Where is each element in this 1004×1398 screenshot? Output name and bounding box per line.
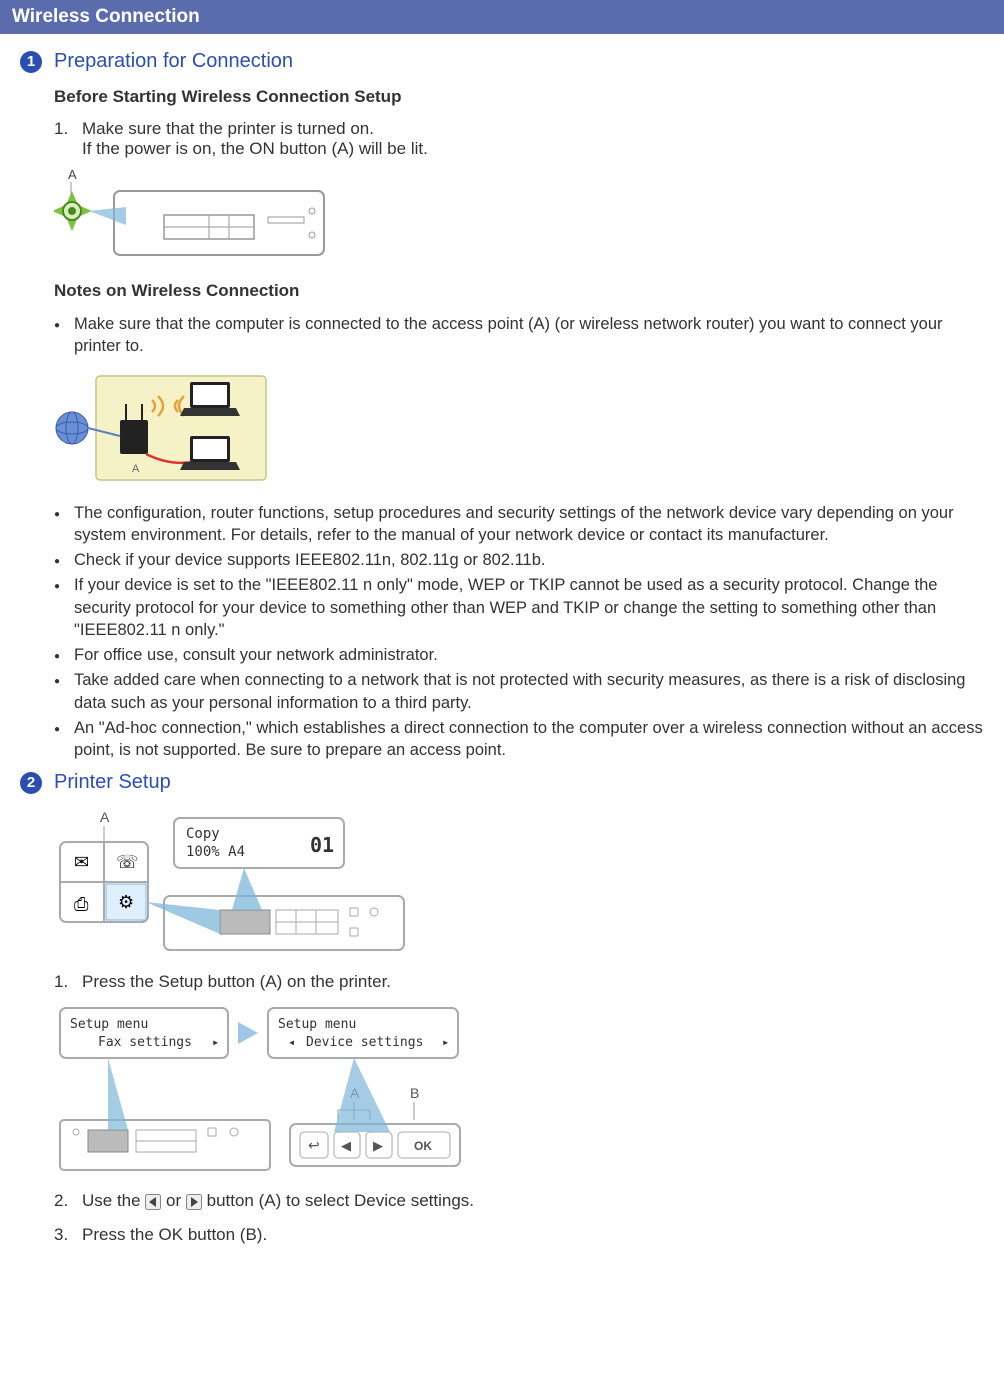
svg-text:▶: ▶ [373, 1138, 383, 1153]
svg-text:Copy: Copy [186, 826, 220, 842]
menu-nav-icon: Setup menu Fax settings ▸ Setup menu ◂ D… [54, 1002, 484, 1177]
setup-button-icon: A ✉ ☏ ⎙ ⚙ Copy 100% A4 01 [54, 808, 414, 958]
bullet-text: An "Ad-hoc connection," which establishe… [74, 717, 984, 762]
svg-text:◀: ◀ [341, 1138, 351, 1153]
step-number: 1. [54, 119, 82, 159]
right-arrow-icon [186, 1194, 202, 1210]
printer-on-icon: A [54, 167, 334, 267]
ordered-list-1: 1. Make sure that the printer is turned … [54, 119, 984, 159]
svg-text:01: 01 [310, 833, 334, 857]
access-point-icon: A [54, 368, 274, 488]
step-text: Use the [82, 1191, 145, 1210]
ordered-list-2b: 2. Use the or button (A) to select Devic… [54, 1191, 984, 1211]
step-text: If the power is on, the ON button (A) wi… [82, 139, 428, 158]
list-item: ●The configuration, router functions, se… [54, 502, 984, 547]
badge-2: 2 [20, 772, 42, 794]
svg-text:▸: ▸ [442, 1035, 449, 1049]
bullet-text: For office use, consult your network adm… [74, 644, 984, 666]
figure-setup-button: A ✉ ☏ ⎙ ⚙ Copy 100% A4 01 [54, 808, 984, 958]
figure-access-point: A [54, 368, 984, 488]
section-2-header: 2 Printer Setup [20, 771, 984, 794]
bullet-list-1: ● Make sure that the computer is connect… [54, 313, 984, 358]
svg-text:100% A4: 100% A4 [186, 844, 245, 860]
svg-text:Device settings: Device settings [306, 1035, 423, 1050]
sub-heading-before-start: Before Starting Wireless Connection Setu… [54, 87, 984, 107]
svg-text:▸: ▸ [212, 1035, 219, 1049]
sub-heading-notes: Notes on Wireless Connection [54, 281, 984, 301]
bullet-text: If your device is set to the "IEEE802.11… [74, 574, 984, 641]
list-item: ●For office use, consult your network ad… [54, 644, 984, 666]
section-2-body: A ✉ ☏ ⎙ ⚙ Copy 100% A4 01 [54, 808, 984, 1245]
list-item: ● Make sure that the computer is connect… [54, 313, 984, 358]
left-arrow-icon [145, 1194, 161, 1210]
step-number: 3. [54, 1225, 82, 1245]
step-text: or [166, 1191, 186, 1210]
list-item: 3. Press the OK button (B). [54, 1225, 984, 1245]
badge-1: 1 [20, 51, 42, 73]
title-bar: Wireless Connection [0, 0, 1004, 34]
bullet-icon: ● [54, 313, 74, 358]
content-area: 1 Preparation for Connection Before Star… [0, 34, 1004, 1271]
step-body: Use the or button (A) to select Device s… [82, 1191, 984, 1211]
bullet-icon: ● [54, 502, 74, 547]
bullet-icon: ● [54, 669, 74, 714]
svg-text:◂: ◂ [288, 1035, 295, 1049]
bullet-text: Check if your device supports IEEE802.11… [74, 549, 984, 571]
bullet-text: Make sure that the computer is connected… [74, 313, 984, 358]
list-item: ●Take added care when connecting to a ne… [54, 669, 984, 714]
step-text: Press the OK button (B). [82, 1225, 984, 1245]
list-item: 2. Use the or button (A) to select Devic… [54, 1191, 984, 1211]
bullet-list-2: ●The configuration, router functions, se… [54, 502, 984, 762]
bullet-text: The configuration, router functions, set… [74, 502, 984, 547]
step-text: Make sure that the printer is turned on. [82, 119, 374, 138]
step-text: button (A) to select Device settings. [207, 1191, 474, 1210]
step-number: 2. [54, 1191, 82, 1211]
list-item: ●Check if your device supports IEEE802.1… [54, 549, 984, 571]
section-1-body: Before Starting Wireless Connection Setu… [54, 87, 984, 761]
list-item: ●An "Ad-hoc connection," which establish… [54, 717, 984, 762]
bullet-icon: ● [54, 549, 74, 571]
figure-menu-navigation: Setup menu Fax settings ▸ Setup menu ◂ D… [54, 1002, 984, 1177]
section-2-title: Printer Setup [54, 771, 171, 794]
svg-text:⎙: ⎙ [74, 894, 89, 914]
svg-text:OK: OK [414, 1139, 432, 1153]
ordered-list-2a: 1. Press the Setup button (A) on the pri… [54, 972, 984, 992]
list-item: 1. Make sure that the printer is turned … [54, 119, 984, 159]
svg-text:↩: ↩ [308, 1137, 320, 1153]
list-item: 1. Press the Setup button (A) on the pri… [54, 972, 984, 992]
step-text: Press the Setup button (A) on the printe… [82, 972, 984, 992]
svg-text:B: B [410, 1085, 419, 1101]
bullet-icon: ● [54, 717, 74, 762]
svg-text:A: A [132, 463, 140, 475]
svg-text:Setup menu: Setup menu [278, 1017, 356, 1032]
section-1-title: Preparation for Connection [54, 50, 293, 73]
svg-text:Fax settings: Fax settings [98, 1035, 192, 1050]
svg-text:✉: ✉ [74, 852, 89, 872]
ordered-list-2c: 3. Press the OK button (B). [54, 1225, 984, 1245]
step-number: 1. [54, 972, 82, 992]
svg-text:⚙: ⚙ [118, 892, 134, 912]
svg-text:☏: ☏ [116, 852, 139, 872]
title-bar-text: Wireless Connection [12, 6, 200, 27]
list-item: ●If your device is set to the "IEEE802.1… [54, 574, 984, 641]
step-body: Make sure that the printer is turned on.… [82, 119, 984, 159]
figure-printer-on-button: A [54, 167, 984, 267]
label-a: A [100, 809, 110, 825]
section-1-header: 1 Preparation for Connection [20, 50, 984, 73]
svg-text:A: A [68, 167, 77, 182]
svg-text:Setup menu: Setup menu [70, 1017, 148, 1032]
bullet-icon: ● [54, 574, 74, 641]
bullet-text: Take added care when connecting to a net… [74, 669, 984, 714]
bullet-icon: ● [54, 644, 74, 666]
